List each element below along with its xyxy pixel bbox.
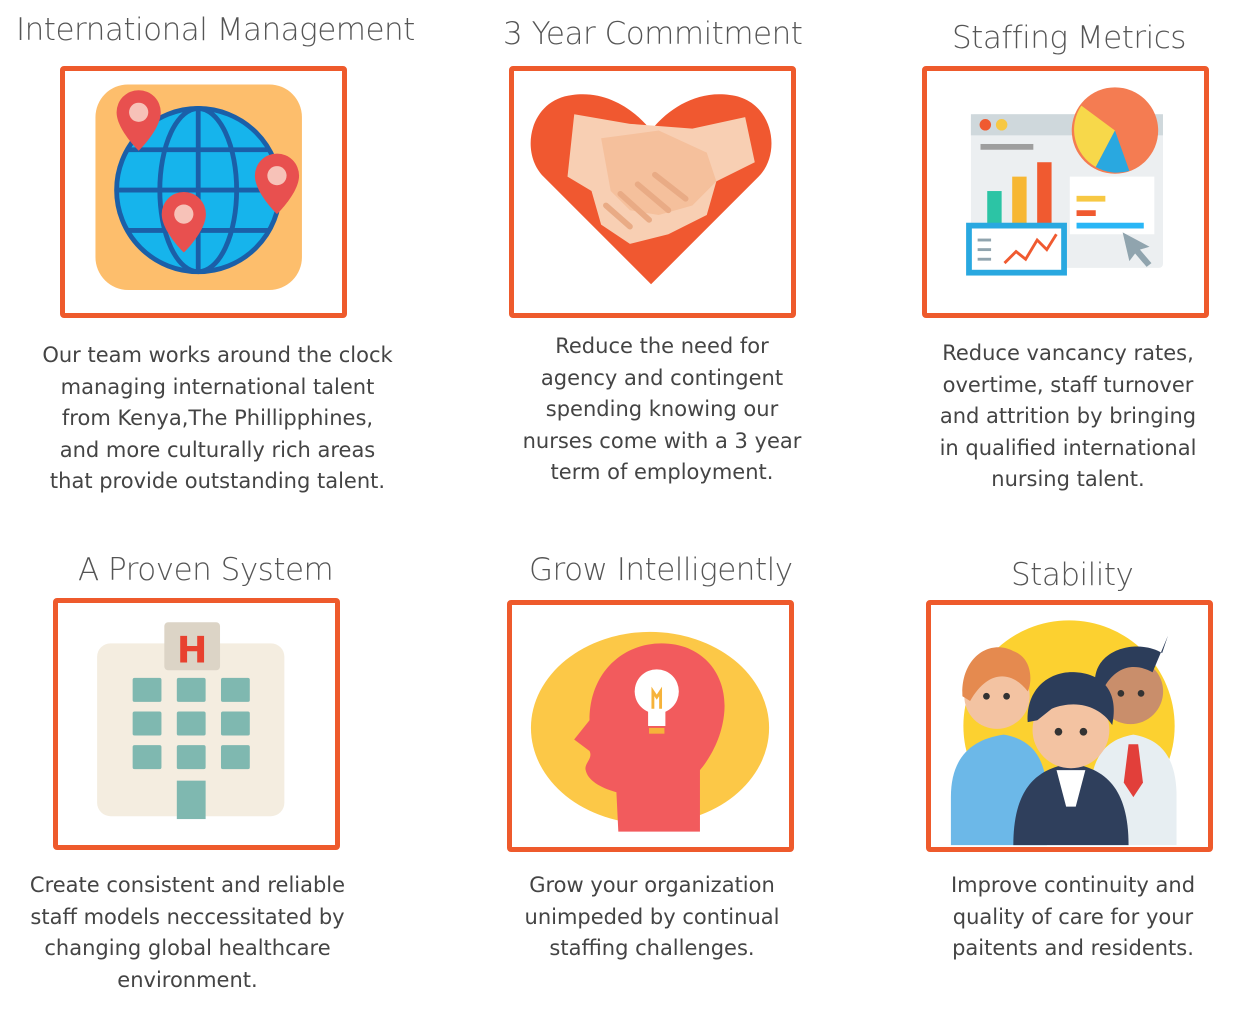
hospital-building-icon: H [53,598,340,850]
heart-handshake-icon [509,66,796,318]
head-lightbulb-icon [507,600,794,852]
feature-description: Our team works around the clock managing… [42,343,393,493]
feature-title: Grow Intelligently [529,552,793,588]
team-people-icon [926,600,1213,852]
feature-description: Grow your organization unimpeded by cont… [524,873,780,960]
feature-description: Improve continuity and quality of care f… [950,873,1196,960]
feature-description: Reduce vancancy rates, overtime, staff t… [939,341,1197,491]
feature-description: Reduce the need for agency and contingen… [522,334,802,484]
feature-title: Staffing Metrics [952,20,1186,56]
analytics-dashboard-icon [922,66,1209,318]
feature-title: International Management [16,12,415,48]
feature-description: Create consistent and reliable staff mod… [29,873,346,992]
feature-title: A Proven System [78,552,334,588]
globe-map-pins-icon [60,66,347,318]
hospital-sign-letter: H [177,629,208,672]
feature-title: Stability [1011,557,1134,593]
feature-title: 3 Year Commitment [503,16,803,52]
